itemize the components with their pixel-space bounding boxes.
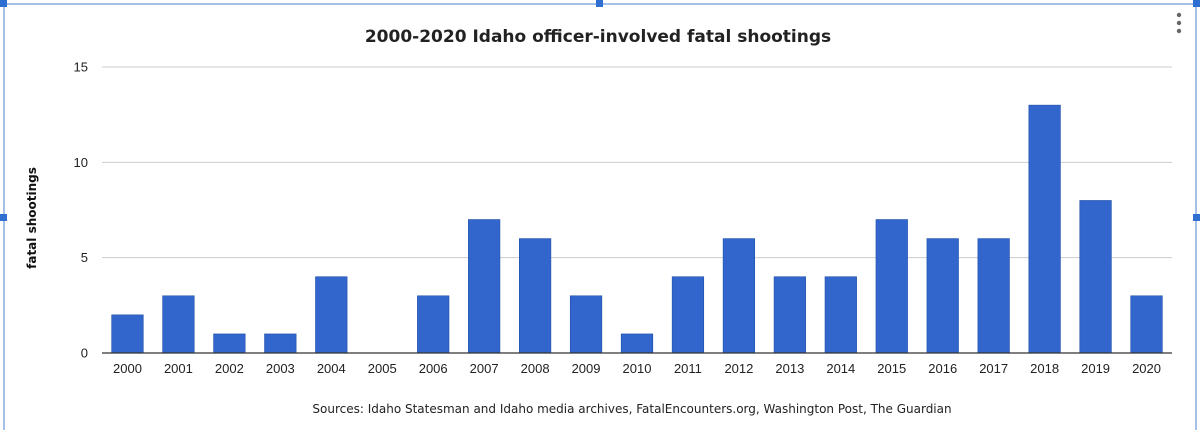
bar-2006[interactable] [417,295,450,354]
x-tick-label-2014: 2014 [826,361,855,376]
resize-handle-middle-left[interactable] [0,214,7,221]
bar-2007[interactable] [468,219,501,354]
bar-2001[interactable] [162,295,195,354]
x-tick-label-2000: 2000 [113,361,142,376]
x-tick-label-2020: 2020 [1132,361,1161,376]
y-tick-label-0: 0 [81,346,88,361]
bar-2018[interactable] [1028,104,1061,354]
x-tick-label-2010: 2010 [623,361,652,376]
x-tick-label-2016: 2016 [928,361,957,376]
bar-series [111,104,1163,354]
bar-2014[interactable] [824,276,857,354]
y-tick-label-10: 10 [74,155,88,170]
bar-2020[interactable] [1130,295,1163,354]
y-axis-label: fatal shootings [25,167,39,269]
gridlines [102,66,1172,259]
bar-2008[interactable] [518,238,552,354]
chart-title: 2000-2020 Idaho officer-involved fatal s… [365,27,831,47]
y-axis-ticks: 0 5 10 15 [74,60,88,361]
x-tick-label-2019: 2019 [1081,361,1110,376]
x-tick-label-2012: 2012 [724,361,753,376]
x-tick-label-2007: 2007 [470,361,499,376]
bar-2015[interactable] [875,219,908,354]
resize-handle-top-right[interactable] [1193,0,1200,7]
bar-2011[interactable] [671,276,705,354]
x-tick-label-2013: 2013 [775,361,804,376]
bar-2019[interactable] [1079,200,1112,354]
x-axis-ticks: 2000 2001 2002 2003 2004 2005 2006 2007 2008 2009… [113,361,1161,376]
x-tick-label-2008: 2008 [521,361,550,376]
y-tick-label-5: 5 [81,250,88,265]
x-tick-label-2006: 2006 [419,361,448,376]
x-tick-label-2009: 2009 [572,361,601,376]
resize-handle-middle-right[interactable] [1193,214,1200,221]
x-tick-label-2002: 2002 [215,361,244,376]
bar-2009[interactable] [569,295,603,354]
x-tick-label-2017: 2017 [979,361,1008,376]
bar-2004[interactable] [315,276,348,354]
x-tick-label-2018: 2018 [1030,361,1059,376]
vertical-dots-icon[interactable] [1176,12,1182,34]
bar-2012[interactable] [722,238,755,354]
x-tick-label-2004: 2004 [317,361,346,376]
x-tick-label-2015: 2015 [877,361,906,376]
y-tick-label-15: 15 [74,60,88,75]
bar-2016[interactable] [926,238,959,354]
bar-2000[interactable] [111,314,144,354]
x-tick-label-2001: 2001 [164,361,193,376]
x-tick-label-2003: 2003 [266,361,295,376]
resize-handle-top-left[interactable] [0,0,7,7]
bar-2003[interactable] [264,333,297,354]
resize-handle-top-center[interactable] [596,0,603,7]
bar-2002[interactable] [213,333,246,354]
bar-2017[interactable] [977,238,1010,354]
bar-2013[interactable] [773,276,806,354]
sources-footnote: Sources: Idaho Statesman and Idaho media… [312,402,951,416]
x-tick-label-2005: 2005 [368,361,397,376]
x-tick-label-2011: 2011 [674,361,702,376]
bar-2010[interactable] [620,333,654,354]
